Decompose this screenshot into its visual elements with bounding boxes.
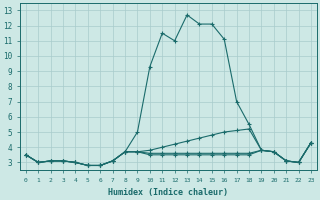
X-axis label: Humidex (Indice chaleur): Humidex (Indice chaleur) xyxy=(108,188,228,197)
